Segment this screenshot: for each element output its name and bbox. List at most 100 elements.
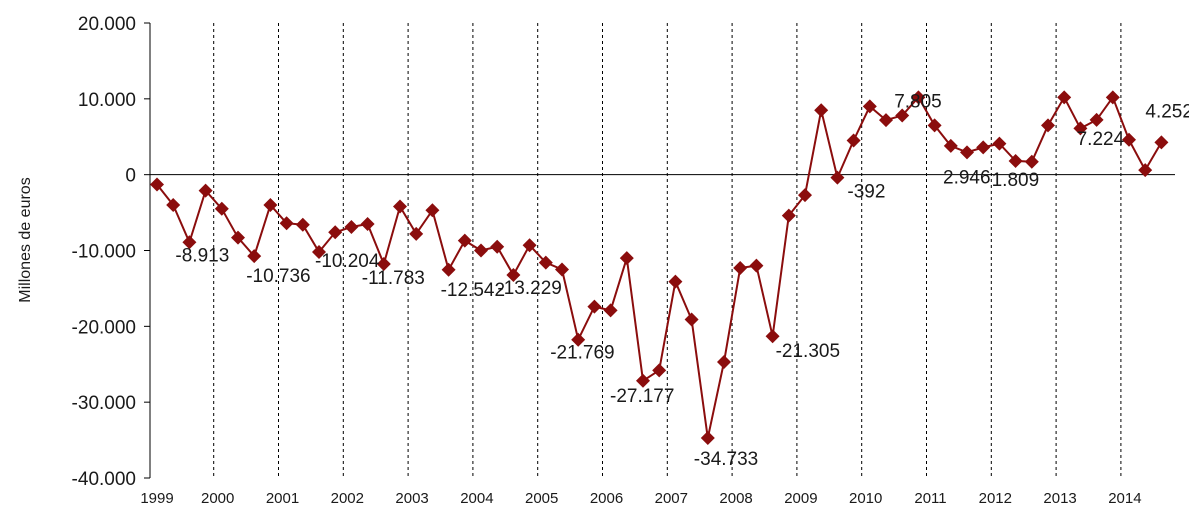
- data-point: [781, 208, 796, 223]
- data-label: -8.913: [175, 245, 229, 266]
- data-label: -27.177: [610, 386, 674, 407]
- data-point: [247, 249, 262, 264]
- x-tick-label: 2012: [979, 490, 1012, 507]
- x-tick-label: 2008: [719, 490, 752, 507]
- data-point: [733, 260, 748, 275]
- data-label: -34.733: [694, 449, 758, 470]
- data-point: [538, 255, 553, 270]
- y-tick-label: 20.000: [78, 14, 136, 35]
- x-tick-label: 2003: [395, 490, 428, 507]
- data-point: [846, 133, 861, 148]
- data-point: [409, 226, 424, 241]
- data-point: [700, 431, 715, 446]
- data-point: [798, 188, 812, 203]
- data-point: [182, 235, 197, 250]
- data-point: [684, 312, 699, 327]
- x-tick-label: 2007: [655, 490, 688, 507]
- data-point: [474, 243, 488, 258]
- data-point: [328, 225, 343, 240]
- data-point: [1122, 132, 1136, 147]
- data-label: 4.252: [1145, 101, 1189, 122]
- data-point: [360, 216, 375, 231]
- y-tick-label: 10.000: [78, 90, 136, 111]
- data-point: [830, 170, 845, 185]
- y-tick-label: -20.000: [72, 317, 136, 338]
- data-label: -21.305: [776, 341, 840, 362]
- data-point: [1138, 163, 1153, 178]
- data-point: [619, 251, 634, 266]
- data-point: [668, 274, 683, 289]
- y-axis-label: Millones de euros: [17, 177, 34, 302]
- data-point: [231, 230, 245, 245]
- data-point: [927, 118, 942, 133]
- data-point: [1024, 154, 1039, 169]
- data-point: [522, 238, 537, 253]
- x-tick-label: 2011: [914, 490, 946, 507]
- data-point: [490, 239, 505, 254]
- data-point: [1057, 90, 1072, 105]
- data-point: [295, 217, 310, 232]
- data-point: [976, 140, 991, 155]
- data-point: [943, 138, 958, 153]
- data-label: -12.542: [441, 280, 505, 301]
- x-tick-label: 2002: [331, 490, 364, 507]
- data-label: -392: [847, 182, 885, 203]
- x-tick-label: 2013: [1043, 490, 1076, 507]
- data-label: -10.736: [246, 266, 310, 287]
- y-tick-label: -10.000: [72, 242, 136, 263]
- data-point: [214, 201, 229, 216]
- x-axis-tick-labels: 1999 2000 2001 2002 2003 2004 2005 2006 2007 2008…: [140, 490, 1141, 507]
- data-point: [1073, 121, 1088, 136]
- data-point: [814, 103, 829, 118]
- x-tick-label: 2010: [849, 490, 882, 507]
- y-tick-label: -40.000: [72, 469, 136, 490]
- data-point: [166, 198, 181, 212]
- data-point: [587, 299, 602, 314]
- data-point: [895, 108, 910, 123]
- data-point: [1041, 118, 1055, 133]
- data-point: [506, 267, 521, 282]
- data-point: [441, 262, 456, 277]
- y-tick-label: -30.000: [72, 393, 136, 414]
- data-point: [571, 332, 586, 347]
- data-label: 7.805: [894, 91, 942, 112]
- data-point: [376, 257, 391, 272]
- y-axis-tick-labels: 20.000 10.000 0 -10.000 -20.000 -30.000 -40.00…: [72, 14, 136, 490]
- data-label: -10.204: [315, 251, 380, 272]
- x-tick-label: 1999: [140, 490, 173, 507]
- x-tick-label: 2006: [590, 490, 623, 507]
- data-point: [393, 199, 407, 214]
- data-point: [279, 216, 294, 231]
- y-tick-label: 0: [125, 166, 136, 187]
- data-label: 2.946: [943, 167, 991, 188]
- data-point: [1105, 90, 1120, 105]
- data-point: [992, 136, 1007, 151]
- data-point: [717, 354, 731, 369]
- data-label: -11.783: [362, 268, 425, 289]
- series-markers: [150, 90, 1169, 446]
- data-point: [1154, 135, 1169, 150]
- data-point: [1008, 153, 1023, 168]
- data-point: [862, 99, 877, 114]
- x-tick-label: 2000: [201, 490, 234, 507]
- data-point: [457, 233, 472, 248]
- x-tick-label: 2004: [460, 490, 493, 507]
- axes: [144, 22, 1175, 479]
- data-label: -13.229: [497, 278, 561, 299]
- data-label: -21.769: [550, 343, 614, 364]
- data-point: [555, 262, 569, 277]
- data-point: [263, 198, 278, 212]
- x-tick-label: 2014: [1108, 490, 1141, 507]
- data-labels: -8.913 -10.736-10.204-11.783 -12.542-13.22…: [175, 91, 1189, 470]
- data-point: [652, 363, 667, 378]
- data-point: [765, 329, 780, 344]
- data-point: [636, 373, 650, 388]
- data-point: [198, 183, 213, 198]
- data-point: [1089, 112, 1104, 127]
- x-tick-label: 2001: [266, 490, 299, 507]
- x-tick-label: 2009: [784, 490, 817, 507]
- data-point: [603, 303, 618, 318]
- data-point: [344, 219, 359, 234]
- x-tick-label: 2005: [525, 490, 558, 507]
